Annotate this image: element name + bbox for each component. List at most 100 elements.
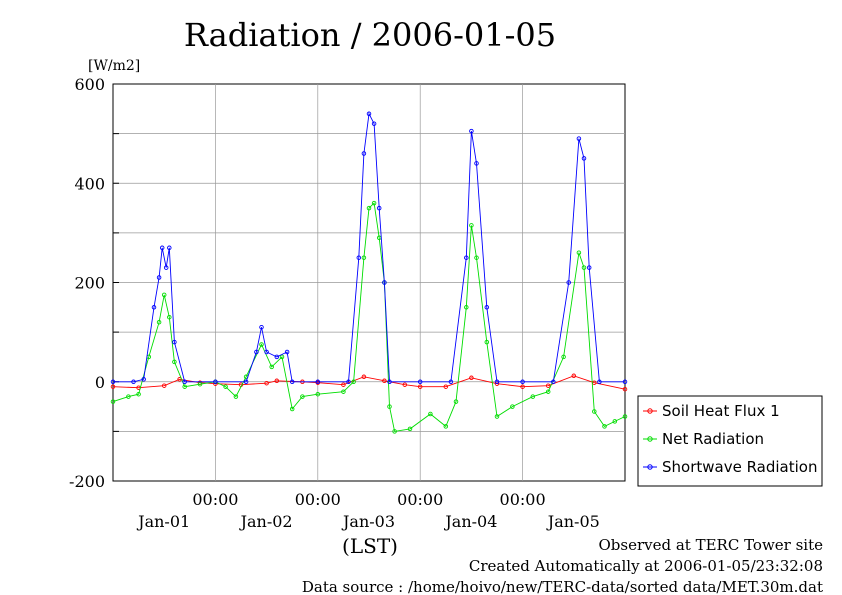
data-point: [551, 379, 556, 385]
data-point: [213, 379, 218, 385]
data-point: [469, 375, 474, 381]
x-tick-time-label: 00:00: [192, 490, 238, 509]
x-tick-date-label: Jan-01: [136, 512, 190, 531]
data-point: [172, 359, 177, 365]
data-point: [172, 339, 177, 345]
data-point: [156, 319, 162, 325]
data-point: [566, 280, 571, 285]
data-point: [371, 121, 377, 126]
data-point: [581, 265, 587, 270]
data-point: [576, 136, 582, 141]
x-tick-date-label: Jan-03: [341, 512, 395, 531]
data-point: [151, 305, 157, 310]
data-point: [156, 275, 162, 280]
x-axis-label: (LST): [342, 534, 398, 558]
series-shortwave-radiation: [110, 111, 628, 385]
y-tick-label: 200: [74, 274, 105, 293]
data-point: [520, 379, 525, 385]
data-point: [443, 384, 449, 389]
data-point: [474, 161, 479, 166]
data-point: [392, 429, 397, 434]
data-point: [561, 354, 566, 360]
data-point: [382, 280, 387, 285]
data-point: [274, 378, 280, 384]
data-point: [341, 382, 346, 387]
data-point: [110, 379, 116, 385]
legend-box: [637, 395, 823, 487]
data-point: [387, 404, 392, 409]
data-point: [136, 391, 141, 397]
legend-swatch-marker: [647, 436, 653, 442]
data-point: [612, 419, 618, 424]
data-point: [223, 384, 228, 389]
data-series: [110, 111, 628, 434]
data-point: [494, 379, 500, 385]
data-point: [131, 379, 136, 385]
footer-created: Created Automatically at 2006-01-05/23:3…: [469, 557, 823, 575]
x-tick-time-label: 00:00: [295, 490, 341, 509]
data-point: [597, 379, 602, 385]
data-point: [484, 305, 490, 310]
data-point: [289, 406, 295, 412]
data-point: [182, 379, 187, 385]
data-point: [141, 377, 146, 382]
data-point: [469, 128, 474, 134]
data-point: [520, 384, 525, 389]
data-point: [387, 379, 392, 385]
data-point: [163, 265, 169, 270]
legend-swatch-marker: [647, 408, 653, 414]
data-point: [581, 156, 587, 161]
legend-entry-label: Soil Heat Flux 1: [662, 402, 780, 420]
data-point: [586, 265, 592, 270]
x-tick-date-label: Jan-05: [546, 512, 600, 531]
data-point: [110, 399, 116, 404]
y-tick-label: 400: [74, 174, 105, 193]
y-tick-label: 0: [95, 373, 105, 392]
y-axis-unit: [W/m2]: [88, 58, 140, 74]
data-point: [182, 384, 187, 389]
x-tick-date-label: Jan-02: [239, 512, 293, 531]
series-line: [113, 112, 625, 383]
y-tick-label: 600: [74, 75, 105, 94]
data-point: [402, 382, 408, 387]
data-point: [361, 255, 367, 260]
data-point: [571, 373, 577, 379]
data-point: [622, 414, 628, 419]
data-point: [464, 255, 469, 260]
data-point: [161, 292, 167, 298]
data-point: [464, 305, 469, 310]
data-point: [300, 394, 305, 399]
data-point: [361, 151, 367, 156]
y-tick-label: -200: [69, 472, 105, 491]
footer-observed: Observed at TERC Tower site: [598, 536, 823, 554]
data-point: [167, 314, 172, 320]
data-point: [602, 424, 607, 429]
data-point: [443, 424, 449, 429]
legend-entry-label: Shortwave Radiation: [662, 458, 818, 476]
data-point: [341, 389, 346, 394]
data-point: [289, 379, 295, 385]
data-point: [356, 255, 362, 260]
data-point: [622, 386, 628, 392]
data-point: [243, 379, 249, 385]
data-point: [259, 324, 264, 330]
data-point: [428, 411, 433, 417]
data-point: [269, 364, 274, 370]
data-point: [469, 223, 474, 228]
series-line: [112, 202, 626, 432]
data-point: [254, 349, 259, 355]
data-point: [167, 245, 172, 251]
x-tick-time-label: 00:00: [500, 490, 546, 509]
data-point: [159, 245, 165, 251]
data-point: [382, 378, 387, 384]
data-point: [161, 383, 167, 388]
data-point: [417, 384, 423, 389]
legend-entry-label: Net Radiation: [662, 430, 764, 448]
data-point: [622, 379, 628, 385]
series-net-radiation: [110, 200, 628, 434]
data-point: [197, 381, 203, 387]
legend-swatch-marker: [647, 464, 653, 470]
legend: Soil Heat Flux 1 Net Radiation Shortwave R…: [637, 395, 823, 487]
